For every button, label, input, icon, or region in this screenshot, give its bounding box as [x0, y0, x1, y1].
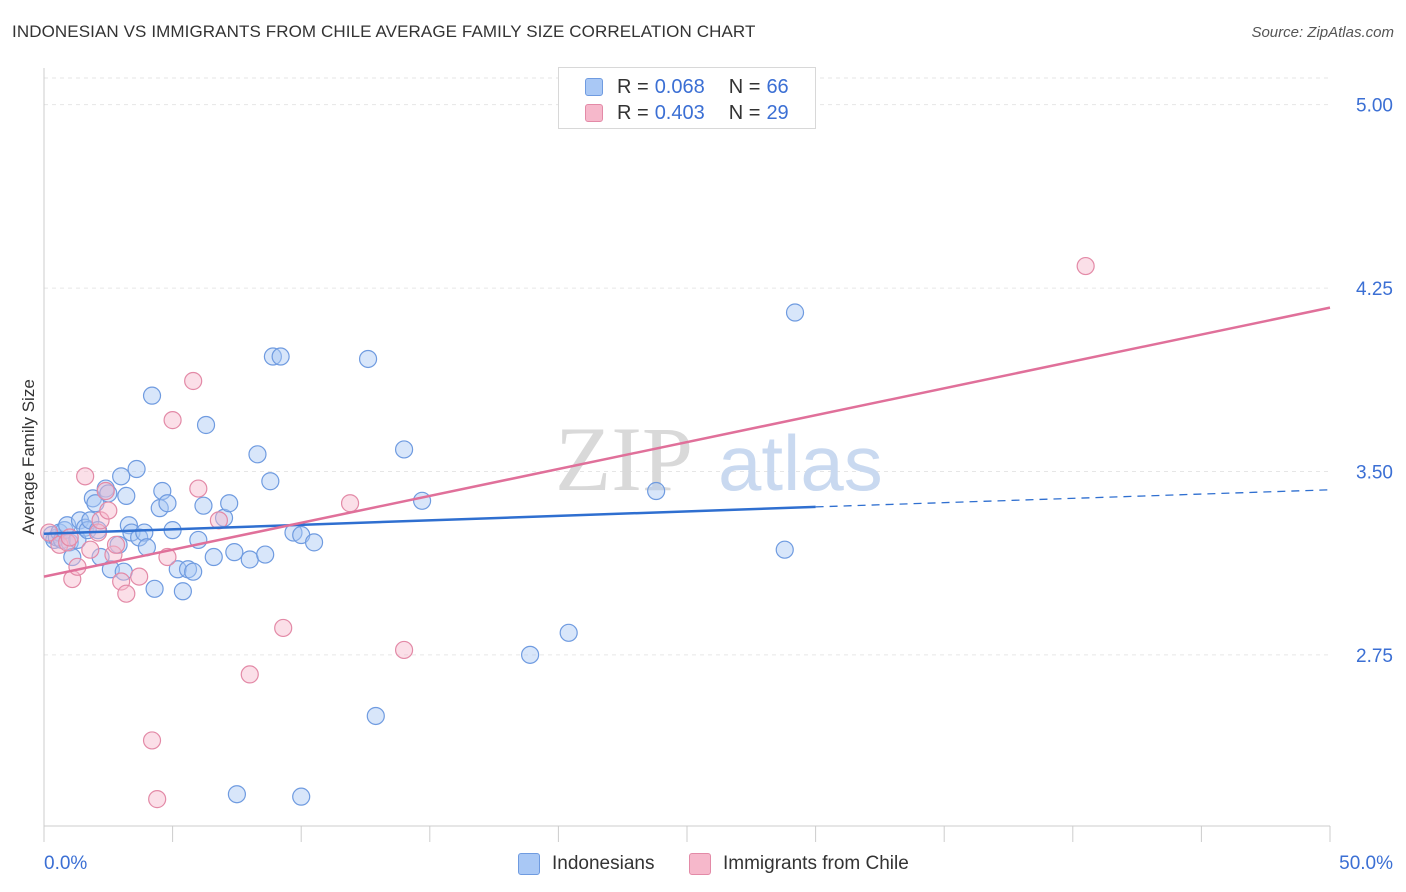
chile-point: [163, 411, 182, 430]
gridlines: [44, 77, 1330, 656]
axis-labels: 5.00 4.25 3.50 2.75 0.0% 50.0% Average Family …: [19, 96, 1393, 874]
indonesian-point: [559, 623, 578, 642]
indonesian-point: [785, 303, 805, 322]
legend-row-indonesians: R = 0.068 N = 66: [585, 75, 795, 99]
chile-point: [240, 665, 259, 684]
indonesian-point: [358, 349, 378, 369]
legend-r-label: R =: [617, 75, 649, 98]
chile-trend-line: [43, 306, 1331, 578]
indonesian-trend-line: [43, 505, 816, 536]
indonesian-point: [117, 486, 136, 506]
legend-n-label: N =: [728, 101, 761, 124]
indonesian-point: [184, 562, 203, 581]
chile-point: [189, 479, 208, 498]
indonesian-point: [130, 528, 149, 547]
indonesian-point: [173, 582, 192, 601]
chile-point: [99, 501, 118, 520]
legend-swatch-pink: [689, 853, 711, 875]
chile-point: [81, 540, 100, 559]
indonesian-point: [196, 415, 216, 435]
chile-point: [130, 567, 149, 586]
watermark-zip: ZIP: [555, 408, 693, 510]
indonesian-point: [204, 547, 223, 567]
indonesian-point: [647, 481, 666, 501]
indonesian-point: [240, 550, 259, 569]
chart-title: INDONESIAN VS IMMIGRANTS FROM CHILE AVER…: [12, 22, 756, 41]
legend-label-indonesians: Indonesians: [552, 853, 655, 874]
indonesian-point: [256, 545, 275, 564]
trend-lines: [43, 306, 1331, 578]
watermark: ZIP atlas: [555, 408, 883, 510]
chart-source: Source: ZipAtlas.com: [1251, 24, 1394, 41]
chile-point: [184, 371, 203, 391]
chile-point: [106, 535, 126, 554]
y-tick-label: 4.25: [1356, 279, 1393, 300]
indonesian-point: [271, 347, 290, 366]
indonesian-point: [227, 785, 246, 804]
chile-point: [76, 467, 95, 486]
indonesian-point: [142, 386, 162, 405]
indonesian-point: [168, 560, 187, 579]
legend-item-chile: Immigrants from Chile: [689, 852, 909, 876]
legend-row-chile: R = 0.403 N = 29: [585, 101, 795, 125]
indonesian-point: [127, 459, 146, 479]
correlation-legend: R = 0.068 N = 66 R = 0.403 N = 29: [558, 67, 816, 129]
legend-swatch-blue: [518, 853, 540, 875]
y-tick-label: 2.75: [1356, 646, 1393, 667]
chile-point: [91, 511, 110, 530]
indonesian-point: [135, 523, 154, 542]
indonesian-trend-extension: [815, 489, 1331, 508]
indonesian-point: [412, 491, 432, 510]
legend-n-value: 29: [766, 101, 789, 124]
series-legend: Indonesians Immigrants from Chile: [0, 852, 1406, 876]
chile-point: [142, 731, 162, 750]
y-tick-label: 3.50: [1356, 462, 1393, 483]
indonesian-point: [775, 540, 794, 559]
legend-item-indonesians: Indonesians: [518, 852, 654, 876]
indonesian-point: [145, 579, 164, 598]
chile-point: [394, 640, 414, 660]
data-points: [40, 256, 1095, 809]
chile-point: [148, 790, 167, 809]
legend-r-label: R =: [617, 101, 649, 124]
indonesian-point: [225, 543, 244, 562]
chile-point: [1076, 256, 1095, 276]
chile-point: [274, 618, 293, 638]
legend-r-value: 0.403: [654, 101, 705, 124]
x-tick-label: 0.0%: [44, 853, 87, 874]
indonesian-point: [248, 445, 267, 464]
indonesian-point: [304, 533, 324, 552]
chile-point: [68, 557, 87, 576]
axes: [43, 68, 1331, 842]
chile-point: [340, 494, 360, 513]
indonesian-point: [261, 472, 280, 491]
chile-point: [117, 584, 136, 603]
y-tick-label: 5.00: [1356, 96, 1393, 117]
legend-swatch-pink: [585, 104, 603, 122]
indonesian-point: [394, 440, 414, 459]
legend-swatch-blue: [585, 78, 603, 96]
indonesian-point: [194, 496, 213, 515]
x-tick-label: 50.0%: [1339, 853, 1393, 874]
indonesian-point: [158, 494, 177, 513]
legend-n-value: 66: [766, 75, 789, 98]
indonesian-point: [220, 494, 239, 513]
indonesian-point: [366, 706, 385, 726]
chile-point: [96, 481, 115, 501]
indonesian-point: [112, 467, 131, 486]
legend-r-value: 0.068: [654, 75, 705, 98]
legend-label-chile: Immigrants from Chile: [723, 853, 909, 874]
indonesian-point: [521, 645, 540, 664]
indonesian-point: [292, 787, 311, 806]
y-axis-label: Average Family Size: [19, 379, 38, 535]
indonesian-point: [263, 347, 283, 366]
watermark-atlas: atlas: [718, 419, 883, 507]
legend-n-label: N =: [728, 75, 761, 98]
